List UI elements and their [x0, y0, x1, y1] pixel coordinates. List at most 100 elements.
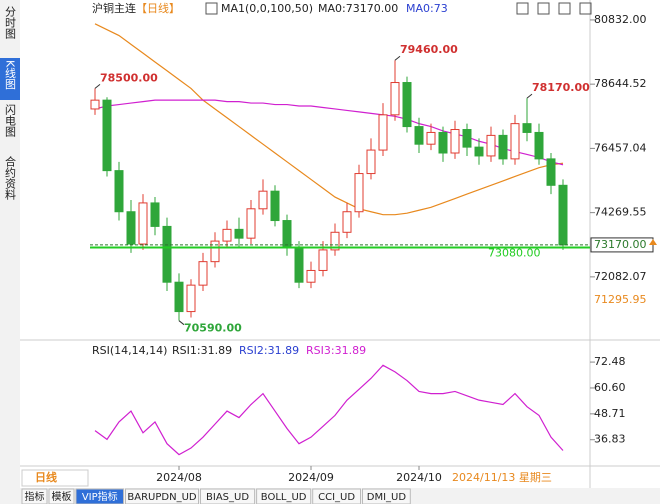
candle-body [450, 129, 460, 154]
icon[interactable] [558, 2, 571, 15]
candle-body [234, 228, 244, 239]
candle-body [378, 114, 388, 151]
candle-body [138, 202, 148, 245]
candle-body [330, 231, 340, 251]
price-label: 73080.00 [488, 247, 541, 260]
indicator: MA1(0,0,100,50) [221, 2, 313, 15]
y-tick-label: 72082.07 [594, 270, 647, 283]
icon[interactable] [205, 2, 218, 15]
sidebar-active [0, 58, 20, 100]
candle-body [270, 190, 280, 222]
tab[interactable] [125, 488, 199, 504]
legend-entry: RSI2:31.89 [239, 344, 299, 357]
legend-entry: RSI1:31.89 [172, 344, 232, 357]
icon[interactable] [579, 2, 592, 15]
tab[interactable] [75, 488, 124, 504]
tab-label[interactable]: BARUPDN_UD [127, 492, 196, 503]
tab-label[interactable]: CCI_UD [318, 492, 355, 503]
candle-body [198, 261, 208, 286]
candle-body [282, 220, 292, 248]
candle-body [438, 131, 448, 154]
tab[interactable] [312, 488, 362, 504]
tab-label[interactable]: BIAS_UD [206, 492, 249, 503]
icon[interactable] [537, 2, 550, 15]
period-label[interactable]: 日线 [35, 470, 57, 484]
annotation-pointer [178, 320, 185, 326]
candle-body [126, 211, 136, 245]
annotation: 70590.00 [184, 322, 242, 335]
line [94, 23, 564, 216]
candle-body [534, 131, 544, 160]
symbol: 沪铜主连 [92, 1, 136, 15]
toolbar-icons[interactable] [516, 2, 592, 15]
candle-body [150, 202, 160, 227]
y-tick-label: 48.71 [594, 407, 626, 420]
alert-marker [649, 239, 657, 245]
sidebar-tab[interactable]: 分时图 [4, 6, 17, 40]
tab[interactable] [200, 488, 256, 504]
price-label: 71295.95 [594, 293, 647, 306]
tab[interactable] [362, 488, 411, 504]
y-tick-label: 80832.00 [594, 13, 647, 26]
candle-body [90, 99, 100, 110]
line [94, 99, 564, 166]
y-tick-label: 36.83 [594, 433, 626, 446]
annotation: 78170.00 [532, 81, 590, 94]
tab[interactable] [48, 488, 75, 504]
candle-body [174, 281, 184, 313]
y-tick-label: 72.48 [594, 355, 626, 368]
sidebar-tab[interactable]: 闪电图 [4, 103, 17, 138]
sidebar [0, 0, 20, 504]
candle-body [342, 211, 352, 233]
annotation: 78500.00 [100, 71, 158, 84]
sidebar-tab[interactable]: K线图 [4, 60, 17, 90]
line [94, 364, 564, 456]
tab-label[interactable]: DMI_UD [367, 492, 407, 503]
icon[interactable] [516, 2, 529, 15]
candle-body [294, 246, 304, 283]
candle-body [162, 225, 172, 283]
annotation: 79460.00 [400, 43, 458, 56]
price-label: 73170.00 [594, 238, 647, 251]
candle-body [558, 184, 568, 246]
candle-body [318, 249, 328, 271]
candle-body [498, 134, 508, 160]
candle-body [522, 123, 532, 133]
candle-body [546, 158, 556, 186]
candle-body [354, 173, 364, 213]
tab-label[interactable]: 指标 [25, 490, 45, 503]
x-tick-label: 2024/08 [156, 471, 202, 484]
y-tick-label: 78644.52 [594, 77, 647, 90]
candle-body [510, 123, 520, 160]
tab[interactable] [256, 488, 312, 504]
candle-body [246, 208, 256, 239]
tab[interactable] [21, 488, 48, 504]
candle-body [258, 190, 268, 210]
period: 【日线】 [136, 1, 180, 15]
x-tick-label: 2024/09 [288, 471, 334, 484]
tab-label[interactable]: VIP指标 [82, 490, 118, 503]
y-tick-label: 60.60 [594, 381, 626, 394]
tab-label[interactable]: BOLL_UD [261, 492, 307, 503]
candle-body [402, 82, 412, 128]
candle-body [414, 126, 424, 145]
period-box[interactable] [21, 469, 89, 487]
candle-body [462, 129, 472, 148]
candle-body [186, 284, 196, 313]
candle-body [102, 99, 112, 172]
x-tick-label: 2024/10 [396, 471, 442, 484]
legend-entry: RSI3:31.89 [306, 344, 366, 357]
candle-body [222, 228, 232, 242]
tab-label[interactable]: 模板 [52, 490, 72, 503]
rsi-title: RSI(14,14,14) [92, 344, 167, 357]
annotation-pointer [94, 84, 101, 89]
y-tick-label: 74269.55 [594, 206, 647, 219]
sidebar-tab[interactable]: 合约资料 [4, 155, 17, 201]
ma0-short: MA0:73 [406, 2, 448, 15]
candle-body [426, 131, 436, 145]
candle-body [486, 134, 496, 157]
y-tick-label: 76457.04 [594, 141, 647, 154]
candle-body [366, 149, 376, 175]
